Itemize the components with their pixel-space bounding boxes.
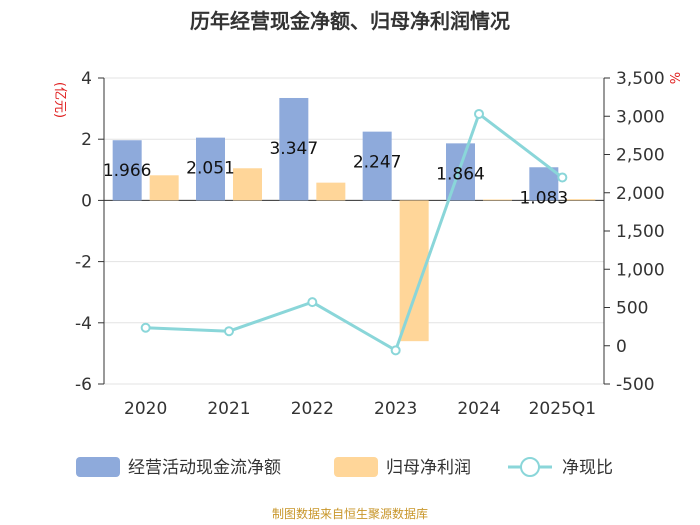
cashflow-bar: [112, 140, 142, 201]
data-label: 1.864: [436, 164, 485, 184]
cashflow-bar: [196, 137, 225, 201]
legend-marker-ratio: [520, 457, 540, 477]
ratio-line: [140, 108, 568, 356]
category-label: 2025Q1: [529, 399, 596, 419]
ratio-line-path: [145, 111, 564, 353]
legend-label-ratio: 净现比: [562, 458, 613, 478]
right-tick-label: 500: [616, 299, 648, 319]
cashflow-bar: [529, 167, 559, 201]
net-profit-bar: [233, 168, 262, 201]
data-label: 1.083: [519, 188, 568, 208]
grid: [104, 77, 604, 385]
left-tick-label: 4: [81, 69, 92, 89]
legend-label-cashflow: 经营活动现金流净额: [128, 458, 281, 478]
data-labels: 1.966 2.051 3.347 2.247 1.864 1.083: [103, 139, 568, 208]
data-label: 1.966: [103, 161, 152, 181]
left-tick-label: -4: [75, 314, 92, 334]
category-label: 2020: [124, 399, 167, 419]
right-tick-label: 3,000: [616, 107, 665, 127]
right-tick-label: -500: [616, 375, 655, 395]
ratio-point: [390, 345, 401, 356]
chart-title: 历年经营现金净额、归母净利润情况: [190, 9, 510, 33]
right-tick-label: 1,000: [616, 260, 665, 280]
ratio-point: [140, 322, 151, 333]
legend-swatch-profit: [334, 457, 378, 477]
data-label: 2.051: [186, 159, 235, 179]
category-label: 2024: [457, 399, 500, 419]
legend-label-profit: 归母净利润: [386, 458, 471, 478]
right-tick-label: 3,500: [616, 69, 665, 89]
left-tick-label: 2: [81, 130, 92, 150]
right-tick-label: 2,500: [616, 146, 665, 166]
ratio-point: [474, 108, 484, 119]
right-tick-label: 1,500: [616, 222, 665, 242]
category-label: 2021: [207, 399, 250, 419]
right-axis-unit: %: [666, 72, 681, 84]
net-profit-bar: [483, 199, 512, 201]
left-tick-label: -6: [75, 375, 92, 395]
left-tick-label: -2: [75, 253, 92, 273]
ratio-point: [224, 326, 234, 337]
net-profit-bar: [566, 199, 596, 201]
bars: [112, 97, 596, 342]
ratio-point: [557, 172, 568, 183]
cashflow-bar: [362, 131, 392, 201]
data-label: 3.347: [269, 139, 318, 159]
category-label: 2023: [374, 399, 417, 419]
category-label: 2022: [291, 399, 334, 419]
ratio-point: [307, 297, 318, 308]
legend-swatch-cashflow: [76, 457, 120, 477]
source-note: 制图数据来自恒生聚源数据库: [272, 506, 428, 521]
left-axis-unit: (亿元): [52, 82, 67, 118]
right-tick-label: 2,000: [616, 184, 665, 204]
cashflow-bar: [279, 97, 309, 201]
net-profit-bar: [316, 182, 346, 201]
left-tick-label: 0: [81, 191, 92, 211]
legend: 经营活动现金流净额 归母净利润 净现比: [76, 457, 613, 478]
axes: 4 2 0 -2 -4 -6 3,500 3,000 2,500 2,000 1,500 1,000 5…: [75, 69, 665, 419]
data-label: 2.247: [353, 153, 402, 173]
right-tick-label: 0: [616, 337, 627, 357]
net-profit-bar: [149, 175, 179, 201]
